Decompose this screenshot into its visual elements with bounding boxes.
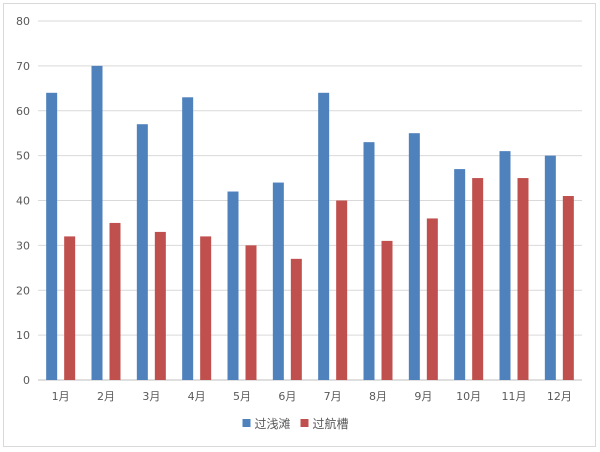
y-tick-label: 10 bbox=[16, 329, 30, 342]
bar bbox=[182, 97, 194, 380]
x-tick-label: 4月 bbox=[188, 390, 206, 403]
y-tick-label: 40 bbox=[16, 195, 30, 208]
bar bbox=[91, 65, 103, 380]
bar bbox=[227, 191, 239, 380]
bar bbox=[363, 142, 375, 380]
bar bbox=[381, 240, 393, 380]
bar bbox=[290, 258, 302, 380]
bars bbox=[46, 65, 574, 381]
bar bbox=[318, 92, 330, 381]
y-axis: 0 10 20 30 40 50 60 70 80 bbox=[16, 15, 30, 387]
x-tick-label: 5月 bbox=[233, 390, 251, 403]
gridlines bbox=[38, 20, 582, 381]
bar bbox=[454, 169, 466, 380]
bar bbox=[245, 245, 257, 380]
bar bbox=[154, 231, 166, 380]
y-tick-label: 30 bbox=[16, 239, 30, 252]
bar bbox=[272, 182, 284, 380]
x-tick-label: 8月 bbox=[369, 390, 387, 403]
x-tick-label: 6月 bbox=[278, 390, 296, 403]
bar bbox=[64, 236, 76, 380]
y-tick-label: 70 bbox=[16, 60, 30, 73]
x-tick-label: 1月 bbox=[52, 390, 70, 403]
legend-label: 过航槽 bbox=[313, 416, 349, 431]
legend-swatch bbox=[300, 419, 309, 427]
y-tick-label: 80 bbox=[16, 15, 30, 28]
bar bbox=[136, 124, 148, 381]
x-tick-label: 11月 bbox=[502, 390, 527, 403]
legend-label: 过浅滩 bbox=[255, 417, 291, 431]
y-tick-label: 50 bbox=[16, 150, 30, 163]
bar bbox=[472, 178, 484, 380]
bar bbox=[109, 222, 121, 380]
bar bbox=[562, 196, 574, 380]
bar bbox=[517, 178, 529, 380]
x-tick-label: 9月 bbox=[414, 390, 432, 403]
y-tick-label: 0 bbox=[23, 374, 30, 387]
x-tick-label: 3月 bbox=[142, 390, 160, 403]
legend: 过浅滩 过航槽 bbox=[242, 416, 349, 431]
bar bbox=[544, 155, 556, 380]
bar bbox=[200, 236, 212, 380]
x-tick-label: 7月 bbox=[324, 390, 342, 403]
y-tick-label: 20 bbox=[16, 284, 30, 297]
bar bbox=[499, 151, 511, 380]
y-tick-label: 60 bbox=[16, 105, 30, 118]
x-tick-label: 12月 bbox=[547, 390, 572, 403]
x-axis: 1月 2月 3月 4月 5月 6月 7月 8月 9月 10月 11月 12月 bbox=[52, 390, 572, 403]
bar bbox=[336, 200, 348, 380]
chart-frame: 0 10 20 30 40 50 60 70 80 1月 2月 3月 4月 5月 6月 7月 8月 9月 10月 1… bbox=[3, 3, 596, 447]
bar bbox=[46, 92, 58, 381]
bar bbox=[426, 218, 438, 380]
x-tick-label: 2月 bbox=[97, 390, 115, 403]
bar bbox=[408, 133, 420, 380]
legend-swatch bbox=[242, 419, 251, 427]
x-tick-label: 10月 bbox=[456, 390, 481, 403]
